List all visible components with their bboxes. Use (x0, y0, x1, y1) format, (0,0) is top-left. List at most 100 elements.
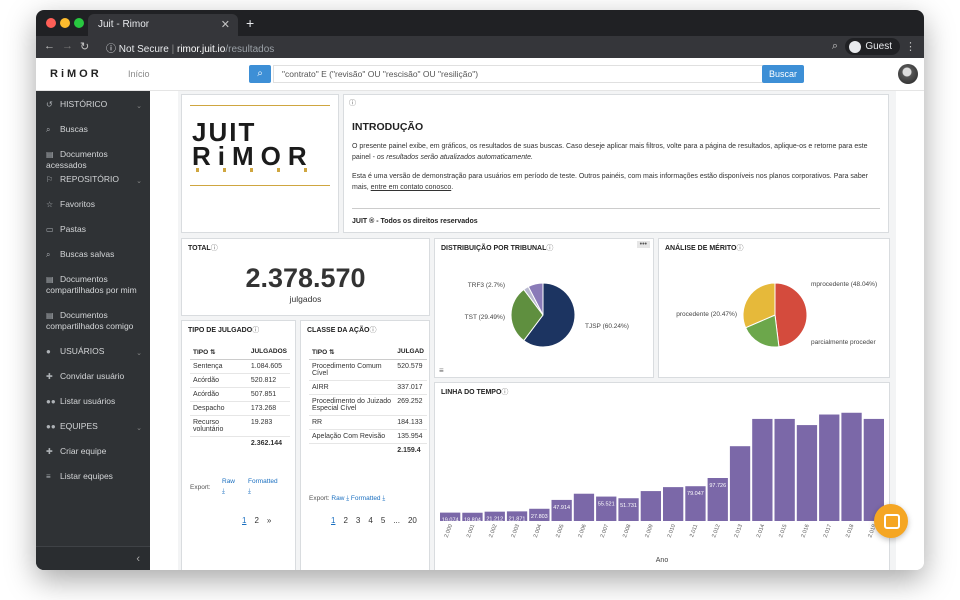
timeline-bar[interactable] (707, 478, 728, 521)
chevron-down-icon[interactable]: ⌄ (136, 178, 142, 185)
page-link[interactable]: 2 (343, 516, 348, 525)
legend-toggle-icon[interactable]: ≡ (439, 366, 444, 375)
column-header-tipo[interactable]: TIPO ⇅ (309, 345, 395, 360)
user-avatar[interactable] (898, 64, 918, 84)
sidebar-item-favoritos[interactable]: ☆ Favoritos (36, 199, 150, 210)
sidebar-item-convidar-usuario[interactable]: ✚ Convidar usuário (36, 371, 150, 382)
export-raw-link[interactable]: Raw (222, 478, 236, 485)
pie-slice-procedente[interactable] (744, 314, 780, 348)
sidebar-item-buscas-salvas[interactable]: ⌕ Buscas salvas (36, 249, 150, 260)
timeline-bar[interactable] (596, 496, 617, 521)
page-link[interactable]: 5 (380, 516, 386, 525)
export-formatted-link[interactable]: Formatted (350, 495, 381, 502)
page-link[interactable]: » (266, 516, 272, 525)
chevron-down-icon[interactable]: ⌄ (136, 103, 142, 110)
timeline-bar[interactable] (573, 493, 595, 521)
collapse-sidebar-button[interactable]: ‹ (36, 546, 150, 570)
reload-icon[interactable]: ↻ (80, 41, 90, 53)
search-input[interactable]: "contrato" E ("revisão" OU "rescisão" OU… (273, 65, 763, 83)
timeline-bar[interactable] (618, 498, 639, 521)
sidebar-item-listar-equipes[interactable]: ≡ Listar equipes (36, 471, 150, 482)
info-icon[interactable]: ⓘ (252, 327, 260, 334)
export-formatted-link[interactable]: Formatted (248, 478, 278, 485)
new-tab-icon[interactable]: + (246, 15, 255, 31)
profile-button[interactable]: Guest (845, 38, 900, 55)
maximize-window-icon[interactable] (74, 18, 84, 28)
sidebar-item-documentos-compartilhados-comigo[interactable]: ▤ Documentos compartilhados comigo (36, 310, 150, 332)
search-icon-button[interactable]: ⌕ (249, 65, 271, 83)
url-field[interactable]: ⓘ Not Secure | rimor.juit.io/resultados (106, 44, 275, 55)
page-link[interactable]: ... (393, 516, 400, 525)
sidebar-item-usuarios[interactable]: ● USUÁRIOS ⌄ (36, 346, 150, 357)
forward-icon[interactable]: → (62, 40, 73, 52)
page-link[interactable]: 4 (368, 516, 373, 525)
pie-slice-improcedente[interactable] (774, 282, 808, 348)
timeline-bar[interactable] (640, 491, 661, 521)
column-header-tipo[interactable]: TIPO ⇅ (190, 345, 248, 360)
pie-slice-parcialmente-procedente[interactable] (742, 282, 776, 329)
timeline-bar[interactable] (796, 425, 818, 521)
timeline-bar[interactable] (484, 511, 505, 521)
timeline-bar[interactable] (863, 418, 884, 521)
page-link[interactable]: 1 (331, 516, 336, 525)
timeline-bar[interactable] (506, 511, 528, 521)
column-header-julgados[interactable]: JULGAD (394, 345, 427, 360)
download-icon[interactable]: ⤓ (222, 488, 225, 495)
timeline-bar[interactable] (462, 512, 483, 521)
export-raw-link[interactable]: Raw (331, 495, 345, 502)
download-icon[interactable]: ⤓ (346, 495, 350, 502)
sidebar-item-criar-equipe[interactable]: ✚ Criar equipe (36, 446, 150, 457)
info-icon[interactable]: ⓘ (349, 100, 356, 107)
timeline-bar[interactable] (529, 508, 550, 521)
sidebar-item-buscas[interactable]: ⌕ Buscas (36, 124, 150, 135)
nav-inicio[interactable]: Início (128, 69, 150, 79)
timeline-bar[interactable] (440, 512, 461, 521)
timeline-bar[interactable] (551, 499, 572, 521)
pie-slice-tst[interactable] (510, 288, 544, 342)
info-icon[interactable]: ⓘ (546, 245, 554, 252)
timeline-bar[interactable] (819, 414, 840, 521)
timeline-bar[interactable] (774, 418, 795, 521)
chevron-down-icon[interactable]: ⌄ (136, 350, 142, 357)
contact-link[interactable]: entre em contato conosco (370, 184, 452, 191)
timeline-bar[interactable] (752, 418, 773, 521)
pie-slice-outros[interactable] (527, 282, 544, 316)
browser-menu-icon[interactable]: ⋮ (905, 41, 916, 53)
timeline-bar[interactable] (841, 412, 862, 521)
close-window-icon[interactable] (46, 18, 56, 28)
download-icon[interactable]: ⤓ (248, 488, 251, 495)
back-icon[interactable]: ← (44, 40, 55, 52)
page-link[interactable]: 1 (242, 516, 247, 525)
sidebar-item-historico[interactable]: ↺ HISTÓRICO ⌄ (36, 99, 150, 110)
minimize-window-icon[interactable] (60, 18, 70, 28)
zoom-icon[interactable]: ⌕ (831, 40, 838, 52)
sidebar-item-equipes[interactable]: ●● EQUIPES ⌄ (36, 421, 150, 432)
brand-logo[interactable]: RiMOR (50, 68, 102, 80)
chevron-down-icon[interactable]: ⌄ (136, 425, 142, 432)
close-tab-icon[interactable]: ✕ (220, 19, 230, 31)
search-button[interactable]: Buscar (762, 65, 804, 83)
info-icon[interactable]: ⓘ (210, 245, 218, 252)
timeline-bar[interactable] (685, 486, 706, 521)
browser-tab[interactable]: Juit - Rimor ✕ (88, 14, 238, 36)
sidebar-item-documentos-compartilhados-por-mim[interactable]: ▤ Documentos compartilhados por mim (36, 274, 150, 296)
page-link[interactable]: 2 (254, 516, 259, 525)
page-link[interactable]: 20 (407, 516, 417, 525)
chat-launcher-button[interactable] (874, 504, 908, 538)
info-icon[interactable]: ⓘ (369, 327, 377, 334)
sidebar-item-listar-usuarios[interactable]: ●● Listar usuários (36, 396, 150, 407)
download-icon[interactable]: ⤓ (382, 495, 386, 502)
url-path: /resultados (225, 44, 275, 55)
sidebar-item-pastas[interactable]: ▭ Pastas (36, 224, 150, 235)
info-icon[interactable]: ⓘ (736, 245, 744, 252)
column-header-julgados[interactable]: JULGADOS (247, 345, 290, 360)
timeline-bar[interactable] (729, 446, 751, 521)
timeline-bar[interactable] (663, 487, 684, 521)
pie-slice-tjsp[interactable] (523, 282, 576, 348)
sidebar-item-documentos-acessados[interactable]: ▤ Documentos acessados (36, 149, 150, 171)
sidebar-item-repositorio[interactable]: ⚐ REPOSITÓRIO ⌄ (36, 174, 150, 185)
sidebar: ↺ HISTÓRICO ⌄ ⌕ Buscas ▤ Documentos acessados ⚐… (36, 91, 150, 570)
info-icon[interactable]: ⓘ (501, 389, 509, 396)
page-link[interactable]: 3 (355, 516, 361, 525)
panel-menu-button[interactable]: ••• (636, 241, 650, 248)
